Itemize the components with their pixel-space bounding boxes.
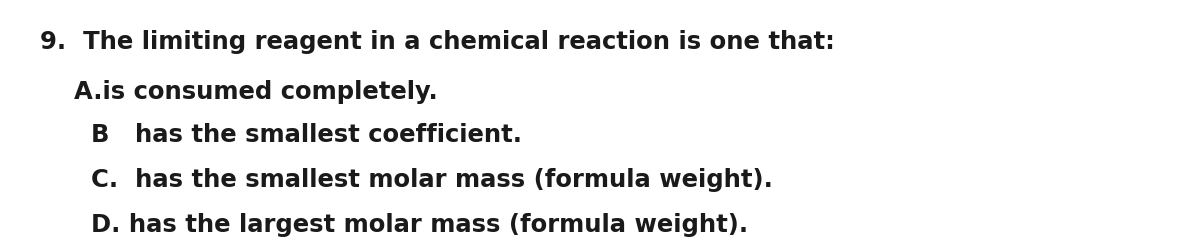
Text: 9.  The limiting reagent in a chemical reaction is one that:: 9. The limiting reagent in a chemical re… <box>40 30 834 54</box>
Text: A.is consumed completely.: A.is consumed completely. <box>40 80 437 104</box>
Text: B   has the smallest coefficient.: B has the smallest coefficient. <box>40 123 522 147</box>
Text: C.  has the smallest molar mass (formula weight).: C. has the smallest molar mass (formula … <box>40 168 773 192</box>
Text: D. has the largest molar mass (formula weight).: D. has the largest molar mass (formula w… <box>40 213 748 237</box>
